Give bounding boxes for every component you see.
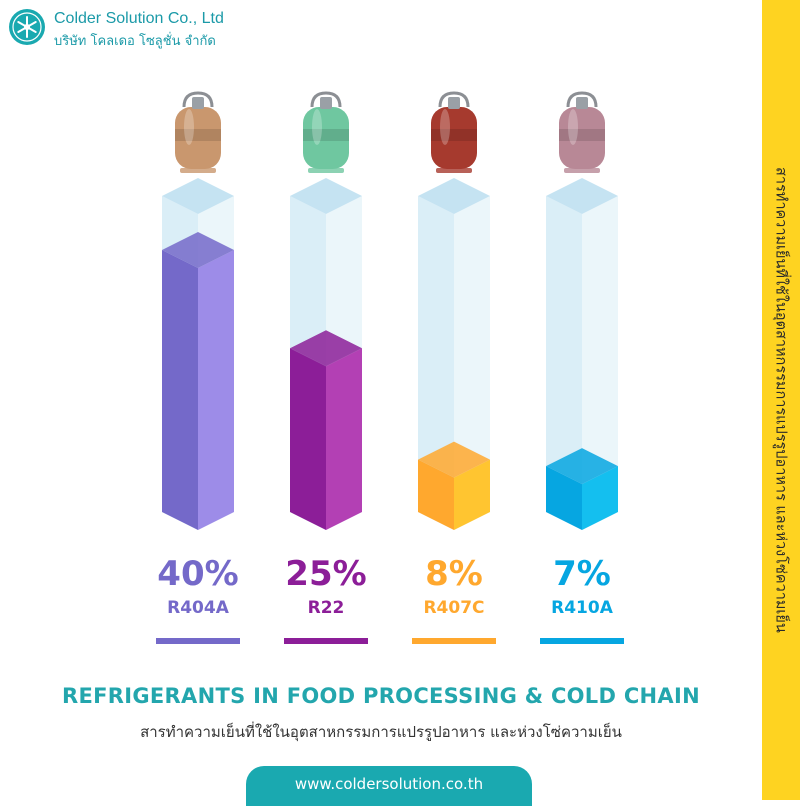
value-label-r22: 25% — [285, 554, 366, 594]
bar-right-face — [326, 348, 362, 530]
bar-top-face — [162, 232, 234, 268]
chart-subtitle: สารทำความเย็นที่ใช้ในอุตสาหกรรมการแปรรูป… — [140, 723, 622, 741]
bar-right-face — [582, 466, 618, 530]
bar-r410a — [546, 448, 618, 530]
bar-top-face — [546, 448, 618, 485]
cylinder-icon-r410a — [559, 91, 605, 173]
category-label-r410a: R410A — [551, 598, 614, 618]
bar-left-face — [162, 250, 198, 530]
value-label-r410a: 7% — [553, 554, 611, 594]
value-label-r404a: 40% — [157, 554, 238, 594]
underline-r404a — [156, 638, 240, 644]
cylinder-icon-r404a — [175, 91, 221, 173]
underline-r407c — [412, 638, 496, 644]
website-link[interactable]: www.coldersolution.co.th — [246, 766, 532, 806]
bar-r404a — [162, 232, 234, 530]
underline-r22 — [284, 638, 368, 644]
bar-chart: 40% R404A 25% R22 8% R407C 7% R410A — [156, 91, 624, 644]
bar-right-face — [454, 459, 490, 530]
category-label-r404a: R404A — [167, 598, 230, 618]
underline-r410a — [540, 638, 624, 644]
bar-left-face — [290, 348, 326, 530]
cylinder-icon-r22 — [303, 91, 349, 173]
container-r407c-top-face — [418, 178, 490, 214]
bar-r22 — [290, 330, 362, 530]
company-name-th: บริษัท โคลเดอ โซลูชั่น จำกัด — [54, 34, 216, 49]
chart-title: REFRIGERANTS IN FOOD PROCESSING & COLD C… — [62, 684, 700, 708]
container-r22-top-face — [290, 178, 362, 214]
container-r404a-top-face — [162, 178, 234, 214]
cylinder-icon-r407c — [431, 91, 477, 173]
bar-right-face — [198, 250, 234, 530]
container-r410a-right-face — [582, 196, 618, 530]
side-banner-text: สารทำความเย็นที่ใช้ในอุตสาหกรรมการแปรรูป… — [772, 167, 789, 633]
bar-top-face — [418, 441, 490, 478]
bar-r407c — [418, 441, 490, 530]
snowflake-icon — [9, 9, 45, 45]
bar-top-face — [290, 330, 362, 367]
container-r410a-left-face — [546, 196, 582, 530]
side-banner: สารทำความเย็นที่ใช้ในอุตสาหกรรมการแปรรูป… — [762, 0, 800, 800]
company-name-en: Colder Solution Co., Ltd — [54, 10, 224, 27]
value-label-r407c: 8% — [425, 554, 483, 594]
bar-left-face — [418, 459, 454, 530]
website-text: www.coldersolution.co.th — [294, 775, 484, 793]
container-r410a-top-face — [546, 178, 618, 214]
bar-left-face — [546, 466, 582, 530]
category-label-r22: R22 — [308, 598, 345, 618]
category-label-r407c: R407C — [423, 598, 484, 618]
